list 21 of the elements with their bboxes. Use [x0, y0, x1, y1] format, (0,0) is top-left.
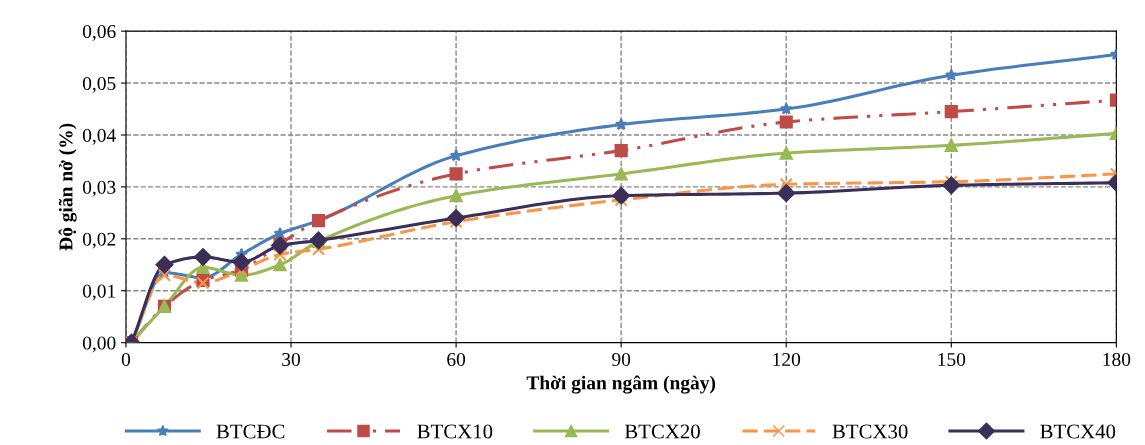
y-tick-label: 0,04: [82, 128, 116, 145]
legend-label: BTCĐC: [216, 424, 285, 439]
x-tick-label: 120: [773, 352, 801, 367]
y-axis-title: Độ giãn nở (%): [58, 123, 77, 251]
y-tick-label: 0,01: [82, 284, 116, 301]
y-tick-label: 0,02: [82, 232, 116, 249]
legend-label: BTCX10: [417, 424, 493, 439]
x-axis-title: Thời gian ngâm (ngày): [526, 375, 716, 394]
y-tick-label: 0,05: [82, 76, 116, 93]
y-tick-label: 0,03: [82, 180, 116, 197]
x-tick-label: 90: [612, 352, 631, 367]
legend-label: BTCX20: [624, 424, 700, 439]
x-tick-label: 30: [282, 352, 300, 367]
x-tick-label: 0: [121, 352, 131, 367]
x-tick-label: 60: [447, 352, 466, 367]
y-tick-label: 0,06: [82, 24, 116, 41]
x-tick-label: 150: [938, 352, 966, 367]
x-tick-label: 180: [1103, 352, 1131, 367]
legend-label: BTCX30: [832, 424, 908, 439]
legend-label: BTCX40: [1040, 424, 1116, 439]
y-tick-label: 0,00: [82, 336, 116, 353]
